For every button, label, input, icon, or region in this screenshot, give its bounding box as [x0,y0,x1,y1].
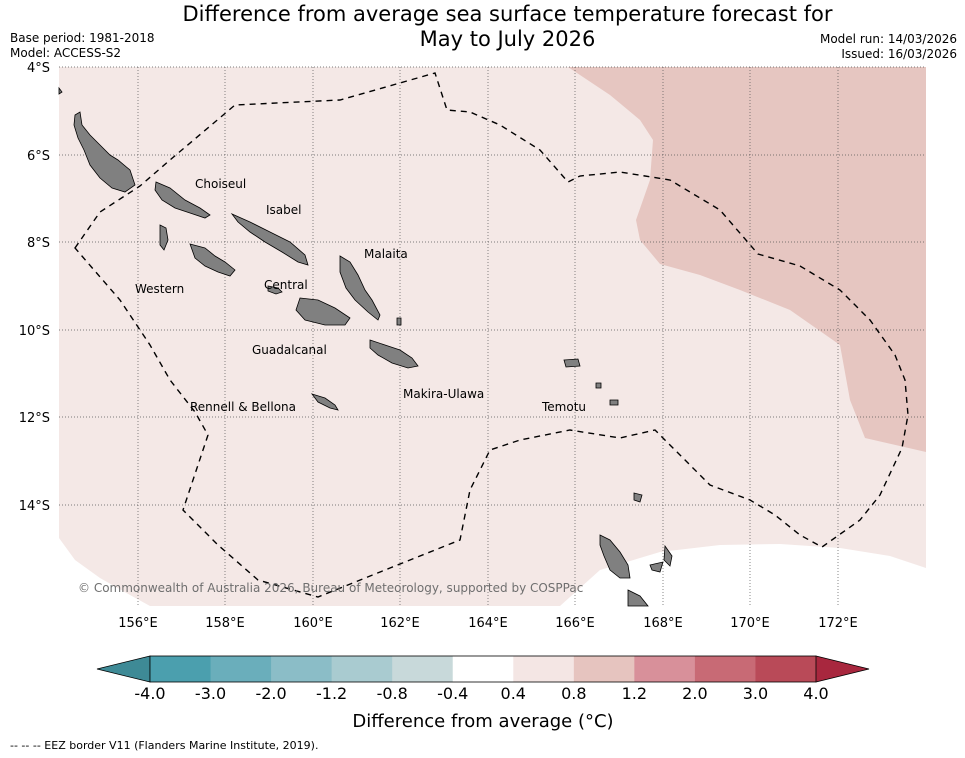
colorbar-tick-label: -4.0 [134,684,165,703]
colorbar: -4.0 -3.0 -2.0 -1.2 -0.8 -0.4 0.4 0.8 1.2 2.0 3.0 4… [96,655,870,732]
colorbar-tick-label: 3.0 [743,684,768,703]
island-small-4 [595,382,602,389]
lon-tick-label: 166°E [555,616,595,631]
island-central [267,285,283,295]
colorbar-segment [271,656,333,682]
lon-tick-label: 158°E [205,616,245,631]
lon-tick-label: 162°E [380,616,420,631]
region-label-western: Western [135,282,184,296]
island-edge [58,86,63,95]
anomaly-area-0.8-1.2 [568,67,926,452]
land-masses [58,86,673,607]
copyright-notice: © Commonwealth of Australia 2026, Bureau… [78,581,583,595]
island-santa-cruz [563,358,581,368]
region-label-guadalcanal: Guadalcanal [252,343,327,357]
colorbar-extend-low [96,655,151,683]
lat-tick-label: 4°S [27,61,50,76]
island-choiseul [154,181,211,219]
lat-tick-label: 10°S [19,324,50,339]
lat-tick-label: 6°S [27,149,50,164]
colorbar-tick-label: -3.0 [195,684,226,703]
lon-tick-label: 168°E [643,616,683,631]
colorbar-segment [210,656,272,682]
lat-tick-label: 8°S [27,236,50,251]
model-name: Model: ACCESS-S2 [10,46,122,60]
colorbar-segment [331,656,393,682]
model-info: Base period: 1981-2018 Model: ACCESS-S2 [10,31,155,61]
colorbar-title: Difference from average (°C) [352,711,613,732]
island-vanuatu-south [627,589,649,607]
colorbar-tick-label: 1.2 [622,684,647,703]
island-isabel [230,213,309,266]
colorbar-segment [755,656,817,682]
island-small-5 [396,317,402,326]
eez-border [74,72,909,598]
island-rennell [310,393,339,411]
colorbar-segment [573,656,635,682]
island-new-georgia [189,243,236,277]
colorbar-tick-label: -0.4 [437,684,468,703]
base-period: Base period: 1981-2018 [10,31,155,45]
model-run-date: Model run: 14/03/2026 [819,32,957,46]
island-vanuatu-north [599,534,631,579]
colorbar-extend-high [815,655,870,683]
colorbar-tick-label: -2.0 [255,684,286,703]
graticule [59,66,926,606]
run-info: Model run: 14/03/2026 Issued: 16/03/2026 [820,32,957,62]
island-makira [369,339,419,369]
island-small-2 [633,492,643,503]
colorbar-tick-label: 0.4 [501,684,526,703]
lon-tick-label: 156°E [118,616,158,631]
eez-footnote: -- -- -- EEZ border V11 (Flanders Marine… [10,739,319,752]
island-western-north [73,111,136,193]
colorbar-segment [392,656,454,682]
colorbar-outline [149,655,817,683]
colorbar-tick-label: -0.8 [377,684,408,703]
region-label-rennell-bellona: Rennell & Bellona [190,400,296,414]
lon-tick-label: 172°E [818,616,858,631]
region-label-central: Central [264,278,308,292]
island-guadalcanal [295,297,351,326]
lon-tick-label: 170°E [730,616,770,631]
island-ranongga [159,224,169,251]
title-line-1: Difference from average sea surface temp… [182,2,833,26]
colorbar-segment [513,656,575,682]
region-label-makira-ulawa: Makira-Ulawa [403,387,484,401]
issued-date: Issued: 16/03/2026 [841,47,957,61]
island-small-3 [609,399,619,406]
colorbar-tick-label: 4.0 [803,684,828,703]
colorbar-segment [452,656,514,682]
lon-tick-label: 160°E [293,616,333,631]
map-title: Difference from average sea surface temp… [0,2,965,52]
colorbar-segment [634,656,696,682]
region-label-malaita: Malaita [364,247,408,261]
region-label-temotu: Temotu [541,400,586,414]
anomaly-area-neutral-se [560,544,926,606]
colorbar-segment [150,656,212,682]
colorbar-tick-label: 2.0 [682,684,707,703]
region-label-choiseul: Choiseul [195,177,246,191]
island-vanuatu-east [663,544,673,567]
lat-tick-label: 12°S [19,411,50,426]
lon-tick-label: 164°E [468,616,508,631]
colorbar-segment [694,656,756,682]
island-small-1 [649,561,664,573]
colorbar-tick-label: -1.2 [316,684,347,703]
lat-tick-label: 14°S [19,499,50,514]
region-label-isabel: Isabel [266,203,301,217]
title-line-2: May to July 2026 [419,27,596,51]
colorbar-tick-label: 0.8 [561,684,586,703]
island-malaita [339,255,381,321]
anomaly-area-neutral-sw [59,538,150,606]
